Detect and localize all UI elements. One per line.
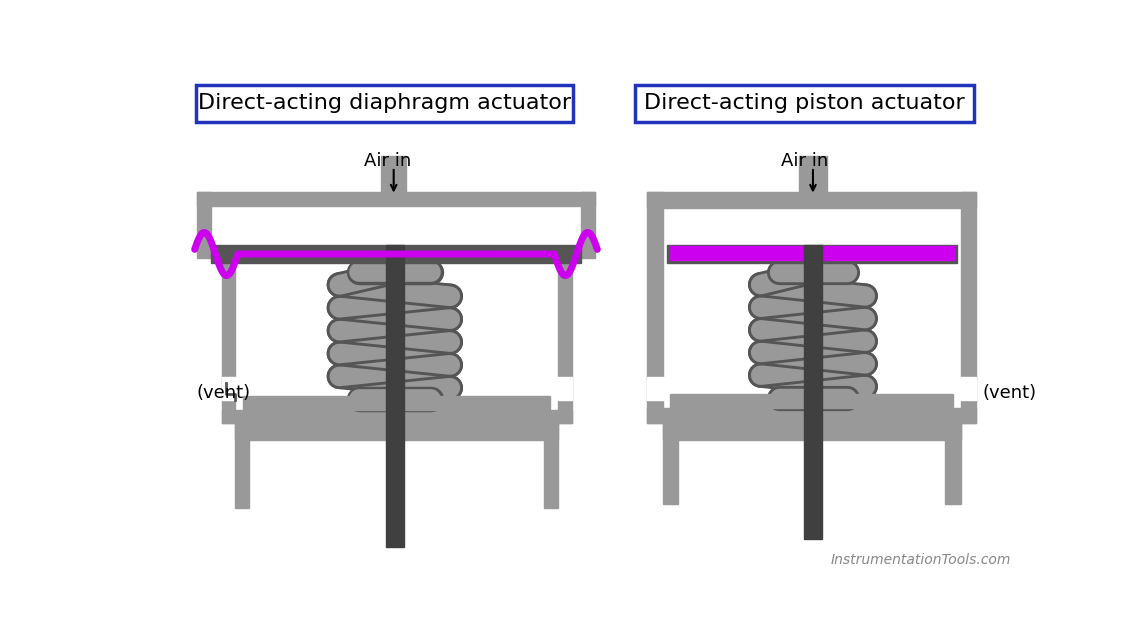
Bar xyxy=(960,192,976,424)
Bar xyxy=(558,258,572,424)
Bar xyxy=(662,424,678,504)
Text: Air in: Air in xyxy=(364,153,412,171)
Bar xyxy=(670,246,954,260)
Bar xyxy=(804,245,822,539)
Text: InstrumentationTools.com: InstrumentationTools.com xyxy=(830,553,1010,567)
Bar xyxy=(648,192,976,208)
Bar xyxy=(386,245,404,547)
Bar xyxy=(960,377,976,401)
FancyBboxPatch shape xyxy=(196,85,574,122)
Bar xyxy=(648,192,662,424)
Bar xyxy=(581,192,595,258)
Text: (vent): (vent) xyxy=(197,383,251,402)
Bar xyxy=(648,377,663,401)
Bar xyxy=(544,424,558,508)
Bar xyxy=(799,156,827,192)
Bar xyxy=(243,395,550,410)
Bar xyxy=(236,424,249,508)
Bar xyxy=(946,424,960,504)
Bar xyxy=(197,192,211,258)
Bar xyxy=(557,377,572,401)
Bar xyxy=(662,424,960,440)
Bar xyxy=(236,424,558,440)
Bar xyxy=(381,156,406,192)
Bar xyxy=(670,394,953,408)
Text: Direct-acting piston actuator: Direct-acting piston actuator xyxy=(644,94,965,113)
Bar xyxy=(648,408,976,424)
Bar xyxy=(211,245,581,263)
Text: Air in: Air in xyxy=(780,153,828,171)
Bar xyxy=(221,377,236,401)
FancyBboxPatch shape xyxy=(635,85,974,122)
Bar xyxy=(221,410,572,424)
Bar xyxy=(667,245,957,263)
Text: Direct-acting diaphragm actuator: Direct-acting diaphragm actuator xyxy=(198,94,572,113)
Text: (vent): (vent) xyxy=(982,383,1036,402)
Bar xyxy=(221,258,236,424)
Bar xyxy=(197,192,595,206)
